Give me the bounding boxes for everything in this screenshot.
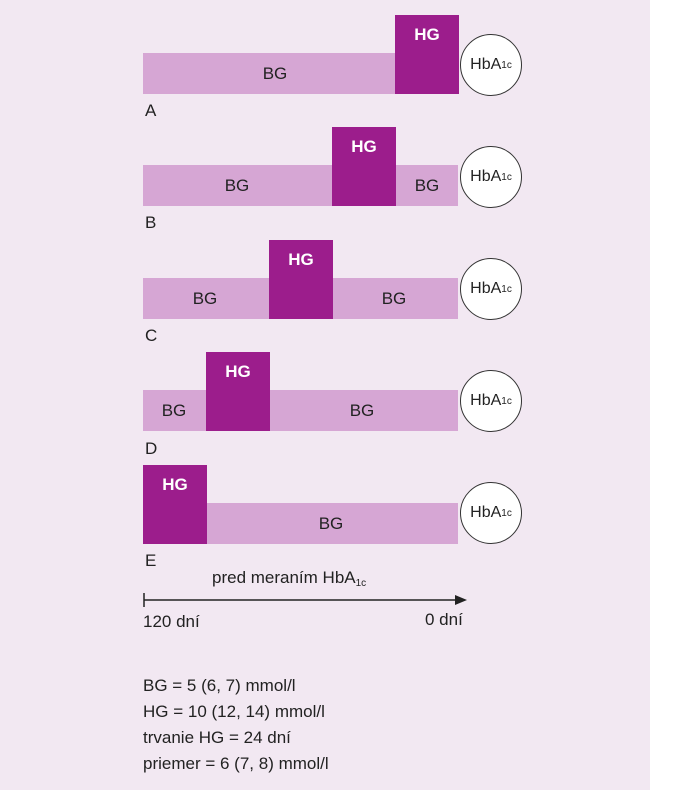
hba1c-circle: HbA 1c (460, 34, 522, 96)
legend-line: HG = 10 (12, 14) mmol/l (143, 702, 325, 721)
bg-label: BG (414, 175, 440, 195)
figure-panel: BG HG HbA 1c A BG HG BG HbA 1c B BG HG (0, 0, 650, 790)
bg-label: BG (381, 288, 407, 308)
row-letter: A (145, 101, 157, 120)
hba1c-text: HbA (470, 280, 502, 297)
hg-box: HG (143, 465, 207, 544)
legend: BG = 5 (6, 7) mmol/l HG = 10 (12, 14) mm… (143, 673, 329, 777)
bg-bar: BG (143, 278, 269, 319)
bg-bar: BG (333, 278, 458, 319)
bg-label: BG (262, 63, 288, 83)
axis-title: pred meraním HbA1c (212, 568, 366, 589)
hba1c-subscript: 1c (501, 507, 512, 519)
bg-label: BG (349, 400, 375, 420)
hg-box: HG (206, 352, 270, 431)
hg-label: HG (414, 25, 440, 44)
hba1c-subscript: 1c (501, 283, 512, 295)
row-letter: E (145, 551, 157, 570)
hba1c-text: HbA (470, 392, 502, 409)
hba1c-subscript: 1c (501, 395, 512, 407)
axis-title-text: pred meraním HbA (212, 568, 356, 587)
bg-bar: BG (143, 165, 332, 206)
hba1c-text: HbA (470, 168, 502, 185)
axis-title-subscript: 1c (355, 578, 367, 589)
hba1c-circle: HbA 1c (460, 370, 522, 432)
hba1c-text: HbA (470, 504, 502, 521)
bg-label: BG (192, 288, 218, 308)
hg-label: HG (162, 475, 188, 494)
bg-bar: BG (143, 53, 395, 94)
bg-label: BG (161, 400, 187, 420)
hg-label: HG (288, 250, 314, 269)
axis-end-label: 0 dní (425, 610, 463, 629)
hba1c-circle: HbA 1c (460, 258, 522, 320)
bg-label: BG (318, 513, 344, 533)
legend-line: BG = 5 (6, 7) mmol/l (143, 676, 296, 695)
bg-bar: BG (207, 503, 458, 544)
time-axis-arrow (143, 593, 467, 607)
hba1c-text: HbA (470, 56, 502, 73)
legend-line: trvanie HG = 24 dní (143, 728, 291, 747)
legend-line: priemer = 6 (7, 8) mmol/l (143, 754, 329, 773)
bg-bar: BG (270, 390, 458, 431)
hg-box: HG (332, 127, 396, 206)
hba1c-subscript: 1c (501, 171, 512, 183)
bg-bar: BG (396, 165, 458, 206)
hg-box: HG (269, 240, 333, 319)
hg-label: HG (225, 362, 251, 381)
row-letter: B (145, 213, 157, 232)
hba1c-circle: HbA 1c (460, 146, 522, 208)
bg-bar: BG (143, 390, 206, 431)
bg-label: BG (224, 175, 250, 195)
axis-start-label: 120 dní (143, 612, 200, 631)
hba1c-subscript: 1c (501, 59, 512, 71)
hg-box: HG (395, 15, 459, 94)
row-letter: C (145, 326, 158, 345)
hba1c-circle: HbA 1c (460, 482, 522, 544)
hg-label: HG (351, 137, 377, 156)
row-letter: D (145, 439, 158, 458)
